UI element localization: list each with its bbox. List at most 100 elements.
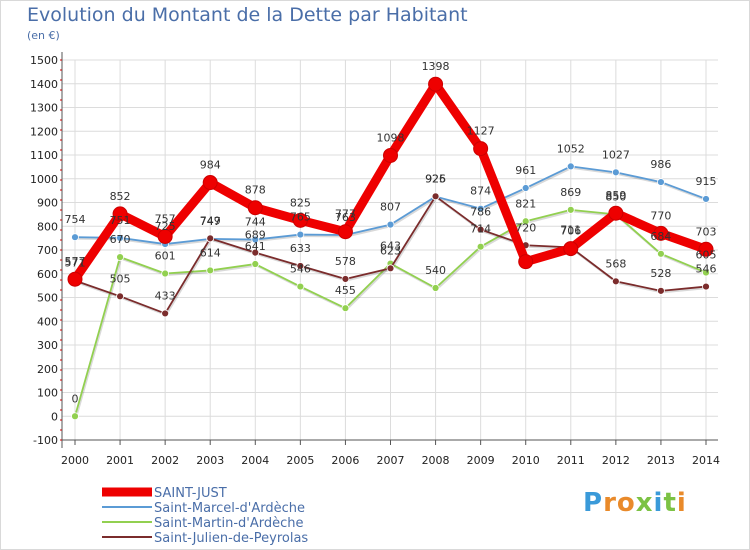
data-label: 578 [335, 255, 356, 268]
data-point-1 [521, 184, 530, 192]
data-point-0 [473, 141, 489, 157]
logo-letter: o [616, 488, 636, 518]
data-labels: 577 852 757 984 878 825 777 1098 1398 1127 706 859 7… [65, 60, 717, 405]
y-tick-label: 1100 [30, 149, 58, 162]
x-tick-label: 2008 [422, 454, 450, 467]
data-label: 577 [65, 255, 86, 268]
x-tick-label: 2001 [106, 454, 134, 467]
data-point-0 [337, 224, 353, 240]
data-label: 0 [72, 392, 79, 405]
data-label: 878 [245, 184, 266, 197]
legend-label: Saint-Martin-d'Ardèche [154, 516, 304, 531]
data-point-2 [116, 253, 124, 262]
y-tick-label: 400 [37, 315, 58, 328]
data-label: 1098 [377, 131, 405, 144]
data-label: 1027 [602, 148, 630, 161]
logo-letter: t [663, 488, 677, 518]
series-lines [67, 76, 714, 421]
data-point-2 [566, 205, 575, 214]
data-label: 926 [425, 172, 446, 185]
data-label: 786 [470, 206, 491, 219]
data-label: 821 [515, 197, 536, 210]
x-tick-label: 2000 [61, 454, 89, 467]
data-label: 869 [560, 186, 581, 199]
data-point-0 [202, 175, 218, 191]
data-point-1 [386, 220, 395, 229]
data-point-0 [518, 254, 534, 270]
y-tick-label: 1300 [30, 102, 58, 115]
y-tick-label: 500 [37, 292, 58, 305]
x-tick-label: 2007 [377, 454, 405, 467]
data-point-2 [296, 282, 305, 291]
data-point-3 [657, 286, 665, 295]
y-tick-label: 1000 [30, 173, 58, 186]
data-label: 757 [155, 212, 176, 225]
data-point-3 [476, 225, 485, 234]
logo-letter: i [653, 488, 664, 518]
data-label: 455 [335, 284, 356, 297]
data-point-1 [296, 230, 305, 239]
data-label: 641 [245, 240, 266, 253]
logo-letter: x [635, 488, 654, 518]
data-point-3 [296, 262, 305, 270]
x-tick-label: 2005 [286, 454, 314, 467]
data-label: 528 [650, 267, 671, 280]
data-label: 874 [470, 185, 491, 198]
y-tick-label: 1200 [30, 125, 58, 138]
y-tick-label: 300 [37, 339, 58, 352]
x-tick-label: 2003 [196, 454, 224, 467]
data-label: 852 [110, 190, 131, 203]
data-label: 770 [650, 209, 671, 222]
data-label: 689 [245, 229, 266, 242]
data-label: 505 [110, 272, 131, 285]
data-label: 546 [290, 263, 311, 276]
data-point-0 [292, 212, 308, 228]
data-label: 601 [155, 250, 176, 263]
data-label: 765 [290, 211, 311, 224]
data-point-1 [71, 233, 79, 242]
x-tick-label: 2010 [512, 454, 540, 467]
y-tick-label: 100 [37, 387, 58, 400]
data-point-3 [386, 264, 395, 273]
data-label: 763 [335, 211, 356, 224]
data-point-1 [116, 233, 124, 242]
data-point-0 [247, 200, 263, 216]
chart-subtitle: (en €) [27, 29, 60, 42]
data-label: 749 [200, 214, 221, 227]
data-point-2 [476, 242, 485, 251]
data-label: 825 [290, 196, 311, 209]
data-label: 571 [65, 257, 86, 270]
data-point-3 [702, 282, 710, 291]
legend-label: SAINT-JUST [154, 486, 227, 501]
data-label: 605 [696, 249, 717, 262]
data-label: 915 [696, 175, 717, 188]
data-label: 720 [515, 221, 536, 234]
data-point-2 [702, 268, 710, 277]
data-label: 711 [560, 223, 581, 236]
chart-title: Evolution du Montant de la Dette par Hab… [27, 4, 468, 26]
data-point-0 [112, 206, 128, 222]
x-tick-label: 2002 [151, 454, 179, 467]
data-label: 623 [380, 244, 401, 257]
y-tick-label: 0 [51, 410, 58, 423]
data-point-2 [657, 249, 665, 258]
data-label: 714 [470, 223, 491, 236]
data-label: 984 [200, 159, 221, 172]
data-label: 777 [335, 208, 356, 221]
x-tick-label: 2006 [331, 454, 359, 467]
data-label: 433 [155, 289, 176, 302]
data-point-2 [521, 217, 530, 226]
data-label: 754 [65, 213, 86, 226]
proxiti-logo: Proxiti [583, 488, 687, 518]
y-tick-label: 200 [37, 363, 58, 376]
logo-letter: P [583, 488, 604, 518]
data-label: 859 [605, 189, 626, 202]
logo-letter: i [676, 488, 687, 518]
data-label: 1398 [422, 60, 450, 73]
data-point-1 [251, 235, 260, 244]
axes: -100 0 100 200 300 400 500 600 700 800 900 1000 1100… [30, 52, 720, 467]
data-label: 751 [110, 214, 131, 227]
data-label: 850 [605, 190, 626, 203]
data-point-1 [657, 178, 665, 186]
